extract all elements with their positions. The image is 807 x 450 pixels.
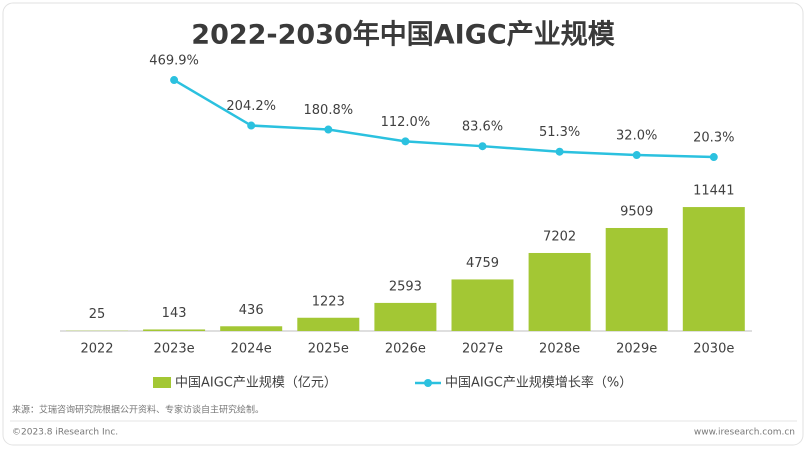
bar-value-label: 436	[239, 303, 264, 318]
growth-point	[709, 153, 718, 162]
legend-swatch	[153, 377, 171, 388]
growth-label: 469.9%	[149, 54, 199, 69]
growth-label: 32.0%	[616, 129, 657, 144]
bar-value-label: 9509	[620, 204, 653, 219]
bar-value-label: 25	[89, 307, 106, 322]
growth-label: 20.3%	[693, 131, 734, 146]
bar-value-label: 2593	[389, 279, 422, 294]
growth-label: 204.2%	[226, 99, 276, 114]
growth-point	[478, 142, 487, 151]
website: www.iresearch.com.cn	[694, 428, 795, 438]
legend-label: 中国AIGC产业规模（亿元）	[175, 376, 337, 391]
growth-point	[324, 125, 333, 134]
growth-label: 112.0%	[381, 115, 431, 130]
bar	[528, 252, 591, 331]
legend-dot	[424, 379, 432, 387]
bar	[374, 302, 437, 331]
bar-value-label: 143	[162, 306, 187, 321]
bar	[220, 326, 283, 331]
x-tick-label: 2023e	[154, 342, 195, 357]
growth-label: 83.6%	[462, 120, 503, 135]
x-tick-label: 2030e	[693, 342, 734, 357]
growth-label: 51.3%	[539, 125, 580, 140]
source: 来源：艾瑞咨询研究院根据公开资料、专家访谈自主研究绘制。	[12, 404, 264, 416]
bar	[682, 207, 745, 331]
x-tick-label: 2026e	[385, 342, 426, 357]
bar-value-label: 4759	[466, 256, 499, 271]
growth-line	[173, 78, 714, 159]
legend-label: 中国AIGC产业规模增长率（%）	[445, 375, 632, 391]
bar	[297, 317, 360, 331]
bar-value-label: 1223	[312, 294, 345, 309]
bar	[605, 227, 668, 331]
x-tick-label: 2025e	[308, 342, 349, 357]
growth-point	[555, 147, 564, 156]
bar-value-label: 7202	[543, 229, 576, 244]
x-tick-label: 2028e	[539, 342, 580, 357]
x-tick-label: 2022	[80, 342, 113, 357]
bar	[143, 329, 206, 331]
growth-point	[247, 121, 256, 130]
x-tick-label: 2029e	[616, 342, 657, 357]
chart-title: 2022-2030年中国AIGC产业规模	[191, 19, 614, 51]
bar-value-label: 11441	[693, 184, 734, 199]
growth-point	[401, 137, 410, 146]
bar	[451, 279, 514, 331]
growth-point	[170, 76, 179, 85]
growth-point	[632, 151, 641, 160]
x-tick-label: 2024e	[231, 342, 272, 357]
growth-label: 180.8%	[304, 103, 354, 118]
x-tick-label: 2027e	[462, 342, 503, 357]
copyright: ©2023.8 iResearch Inc.	[12, 428, 118, 438]
